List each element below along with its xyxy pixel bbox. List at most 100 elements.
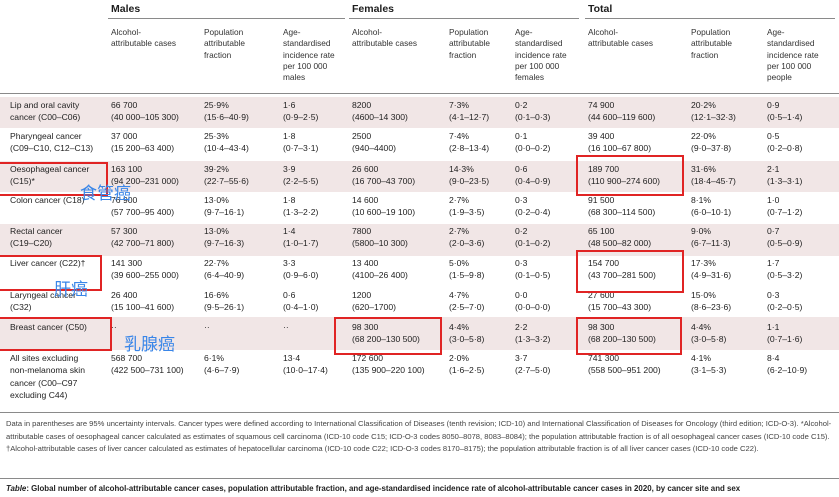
row-label-line: non-melanoma skin <box>10 365 85 376</box>
table-cell: ·· <box>111 321 117 333</box>
cell-interval: (6·2–10·9) <box>767 365 808 376</box>
cell-interval: (15 200–63 400) <box>111 143 175 154</box>
row-label: Colon cancer (C18) <box>10 194 85 206</box>
table-cell: 2500 (940–4400) <box>352 130 396 155</box>
table-cell: 31·6% (18·4–45·7) <box>691 163 736 188</box>
cell-interval: (422 500–731 100) <box>111 365 184 376</box>
cell-value: ·· <box>111 322 117 332</box>
cell-value: 0·3 <box>767 290 780 300</box>
table-cell: 16·6% (9·5–26·1) <box>204 289 244 314</box>
table-cell: 14·3% (9·0–23·5) <box>449 163 489 188</box>
cell-value: 27 600 <box>588 290 615 300</box>
cell-interval: (8·6–23·6) <box>691 302 732 313</box>
cell-value: 154 700 <box>588 258 620 268</box>
cell-value: 568 700 <box>111 353 143 363</box>
table-cell: 76 900 (57 700–95 400) <box>111 194 174 219</box>
table-cell: 0·3 (0·2–0·5) <box>767 289 802 314</box>
table-cell: 2·7% (2·0–3·6) <box>449 225 484 250</box>
cell-value: 741 300 <box>588 353 620 363</box>
cell-interval: (4·9–31·6) <box>691 270 732 281</box>
table-cell: 0·6 (0·4–1·0) <box>283 289 318 314</box>
table-cell: 0·3 (0·2–0·4) <box>515 194 550 219</box>
cell-interval: (9·5–26·1) <box>204 302 245 313</box>
cell-value: ·· <box>283 322 289 332</box>
subheader-cases: Alcohol-attributable cases <box>111 27 177 49</box>
cell-value: 4·4% <box>691 322 712 332</box>
group-header-females: Females <box>352 3 395 15</box>
table-cell: 8200 (4600–14 300) <box>352 99 408 124</box>
table-cell: 74 900 (44 600–119 600) <box>588 99 655 124</box>
table-cell: 26 400 (15 100–41 600) <box>111 289 174 314</box>
table-cell: ·· <box>283 321 289 333</box>
table-cell: 9·0% (6·7–11·3) <box>691 225 731 250</box>
cell-value: 7800 <box>352 226 372 236</box>
annotation-oesophageal: 食管癌 <box>80 184 131 204</box>
cell-interval: (0·1–0·3) <box>515 112 551 123</box>
table-cell: 25·3% (10·4–43·4) <box>204 130 249 155</box>
table-footnote: Data in parentheses are 95% uncertainty … <box>6 419 832 453</box>
cell-value: 15·0% <box>691 290 716 300</box>
row-label-line: Pharyngeal cancer <box>10 131 82 141</box>
cell-value: 13·0% <box>204 226 229 236</box>
cell-interval: (558 500–951 200) <box>588 365 661 376</box>
cell-value: 65 100 <box>588 226 615 236</box>
cell-interval: (16 700–43 700) <box>352 176 416 187</box>
table-cell: 0·6 (0·4–0·9) <box>515 163 550 188</box>
cell-interval: (15 100–41 600) <box>111 302 175 313</box>
cell-value: 14·3% <box>449 164 474 174</box>
group-header-males: Males <box>111 3 141 15</box>
cell-interval: (6·7–11·3) <box>691 238 731 249</box>
table-cell: 163 100 (94 200–231 000) <box>111 163 179 188</box>
annotation-liver: 肝癌 <box>54 280 88 300</box>
cell-value: 141 300 <box>111 258 143 268</box>
cell-value: 26 400 <box>111 290 138 300</box>
cell-interval: (0·2–0·4) <box>515 207 551 218</box>
cell-value: 8200 <box>352 100 372 110</box>
cell-interval: (43 700–281 500) <box>588 270 656 281</box>
row-label-line: Liver cancer (C22)† <box>10 258 86 268</box>
table-cell: 39·2% (22·7–55·6) <box>204 163 249 188</box>
cell-value: 1·7 <box>767 258 780 268</box>
table-cell: 4·1% (3·1–5·3) <box>691 352 726 377</box>
cell-value: 2·1 <box>767 164 780 174</box>
group-header-total: Total <box>588 3 613 15</box>
highlight-box-liver-total <box>576 250 684 293</box>
cell-value: 3·7 <box>515 353 528 363</box>
table-cell: 0·1 (0·0–0·2) <box>515 130 550 155</box>
cell-value: 39 400 <box>588 131 615 141</box>
cell-interval: (1·5–9·8) <box>449 270 485 281</box>
row-label-line: Lip and oral cavity <box>10 100 80 110</box>
table-caption: Table: Global number of alcohol-attribut… <box>6 484 836 493</box>
subheader-fraction: Population attributable fraction <box>691 27 733 60</box>
subheader-rate: Age-standardised incidence rate per 100 00… <box>283 27 335 83</box>
table-cell: 1·8 (0·7–3·1) <box>283 130 318 155</box>
cell-interval: (39 600–255 000) <box>111 270 179 281</box>
group-rule-females <box>349 18 579 19</box>
cell-value: 0·7 <box>767 226 780 236</box>
cell-interval: (48 500–82 000) <box>588 238 652 249</box>
table-cell: 14 600 (10 600–19 100) <box>352 194 415 219</box>
cell-interval: (0·9–2·5) <box>283 112 319 123</box>
table-cell: 15·0% (8·6–23·6) <box>691 289 731 314</box>
cell-value: 74 900 <box>588 100 615 110</box>
highlight-box-breast-total <box>576 317 682 355</box>
row-label-line: (C32) <box>10 302 32 313</box>
subheader-fraction: Population attributable fraction <box>449 27 491 60</box>
cell-interval: (0·7–3·1) <box>283 143 319 154</box>
table-cell: 22·0% (9·0–37·8) <box>691 130 731 155</box>
row-label-line: cancer (C00–C06) <box>10 112 81 123</box>
table-cell: 1·7 (0·5–3·2) <box>767 257 802 282</box>
table-cell: 27 600 (15 700–43 300) <box>588 289 651 314</box>
subheader-cases: Alcohol-attributable cases <box>588 27 654 49</box>
row-label: All sites excluding non-melanoma skin canc… <box>10 352 85 402</box>
cell-value: 172 600 <box>352 353 384 363</box>
cell-interval: (0·4–0·9) <box>515 176 551 187</box>
row-label-line: Laryngeal cancer <box>10 290 76 300</box>
cell-value: 0·1 <box>515 131 528 141</box>
cell-value: 2·2 <box>515 322 528 332</box>
table-cell: 0·9 (0·5–1·4) <box>767 99 802 124</box>
table-cell: 2·0% (1·6–2·5) <box>449 352 484 377</box>
table-cell: 25·9% (15·6–40·9) <box>204 99 249 124</box>
row-shade <box>0 161 839 192</box>
cell-interval: (2·8–13·4) <box>449 143 490 154</box>
